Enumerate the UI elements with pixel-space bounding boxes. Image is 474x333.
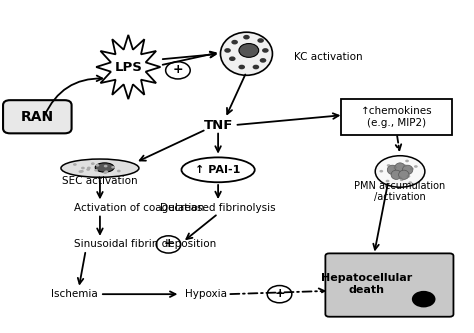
Ellipse shape [220, 32, 273, 75]
Text: KC activation: KC activation [294, 52, 362, 62]
Text: Hepatocellular
death: Hepatocellular death [321, 273, 412, 295]
Circle shape [86, 168, 90, 171]
Ellipse shape [391, 170, 401, 179]
Circle shape [79, 170, 82, 173]
FancyBboxPatch shape [341, 99, 452, 135]
Circle shape [387, 164, 391, 167]
Ellipse shape [182, 158, 255, 182]
Ellipse shape [395, 163, 405, 172]
Text: Decreased fibrinolysis: Decreased fibrinolysis [160, 203, 276, 213]
Text: Ischemia: Ischemia [51, 289, 97, 299]
Circle shape [403, 165, 407, 167]
FancyBboxPatch shape [325, 253, 454, 317]
FancyBboxPatch shape [3, 100, 72, 133]
Circle shape [238, 65, 245, 69]
Circle shape [96, 164, 100, 166]
Text: +: + [274, 287, 285, 300]
Circle shape [386, 180, 390, 182]
Ellipse shape [239, 44, 259, 57]
Circle shape [400, 178, 403, 181]
Text: ↑ PAI-1: ↑ PAI-1 [195, 165, 241, 175]
Circle shape [104, 170, 108, 173]
Circle shape [103, 171, 107, 174]
Circle shape [94, 169, 98, 171]
Circle shape [379, 170, 383, 172]
Ellipse shape [387, 165, 398, 174]
Circle shape [156, 236, 181, 253]
Circle shape [253, 65, 259, 69]
Circle shape [393, 166, 397, 169]
Circle shape [81, 167, 85, 169]
Text: Hypoxia: Hypoxia [185, 289, 227, 299]
Text: SEC activation: SEC activation [62, 176, 138, 186]
Circle shape [231, 40, 238, 45]
Circle shape [111, 166, 115, 168]
Text: Sinusoidal fibrin deposition: Sinusoidal fibrin deposition [74, 239, 216, 249]
Circle shape [260, 58, 266, 63]
Circle shape [257, 38, 264, 43]
Text: +: + [163, 237, 174, 250]
Circle shape [229, 56, 236, 61]
Text: Activation of coagulation: Activation of coagulation [74, 203, 204, 213]
Circle shape [104, 165, 108, 167]
Circle shape [262, 48, 269, 53]
Ellipse shape [95, 163, 114, 172]
Circle shape [409, 181, 412, 184]
Circle shape [243, 35, 250, 40]
Circle shape [405, 160, 409, 162]
Text: LPS: LPS [114, 61, 142, 74]
Circle shape [414, 165, 418, 168]
Ellipse shape [399, 170, 409, 179]
Circle shape [80, 170, 84, 172]
Ellipse shape [375, 156, 425, 187]
Circle shape [398, 176, 402, 179]
Text: RAN: RAN [21, 110, 54, 124]
Text: ↑chemokines
(e.g., MIP2): ↑chemokines (e.g., MIP2) [361, 106, 432, 128]
Circle shape [224, 48, 231, 53]
Circle shape [87, 166, 91, 169]
Text: +: + [173, 63, 183, 76]
Text: PMN accumulation
/activation: PMN accumulation /activation [355, 180, 446, 202]
Circle shape [410, 167, 414, 170]
Circle shape [407, 175, 410, 177]
Circle shape [117, 170, 121, 172]
Circle shape [73, 163, 77, 166]
Circle shape [267, 286, 292, 303]
Circle shape [165, 62, 190, 79]
Circle shape [91, 163, 95, 165]
Polygon shape [96, 35, 160, 99]
Circle shape [412, 291, 436, 307]
Ellipse shape [402, 165, 413, 174]
Ellipse shape [61, 159, 139, 177]
Text: TNF: TNF [203, 119, 233, 132]
